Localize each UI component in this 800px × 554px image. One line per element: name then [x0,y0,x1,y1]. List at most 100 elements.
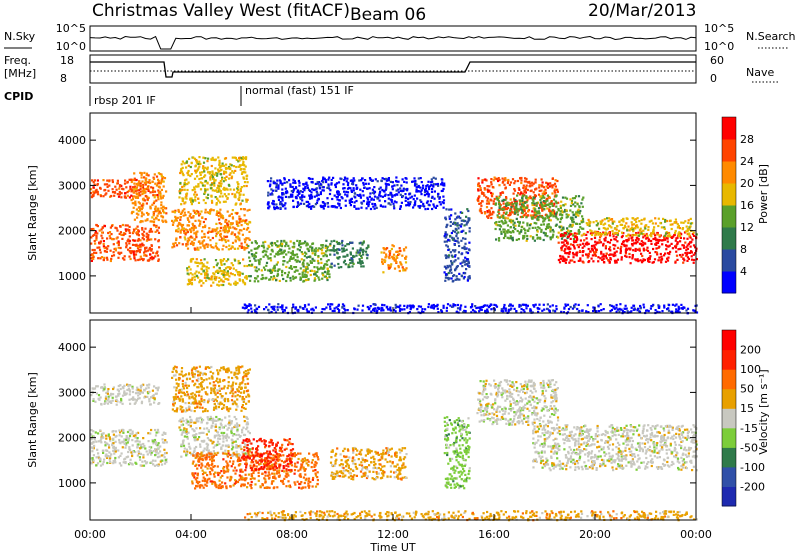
heatmap-cell [172,242,175,245]
heatmap-cell [145,211,149,215]
heatmap-cell [275,203,278,206]
heatmap-cell [671,303,674,306]
heatmap-cell [462,229,465,232]
heatmap-cell [162,185,165,188]
heatmap-cell [602,242,605,245]
heatmap-cell [441,181,444,184]
heatmap-cell [320,249,324,252]
heatmap-cell [202,263,205,266]
heatmap-cell [163,462,167,465]
heatmap-cell [186,267,189,270]
heatmap-cell [390,263,393,266]
heatmap-cell [331,309,334,313]
heatmap-cell [510,237,514,240]
heatmap-cell [568,252,571,255]
heatmap-cell [94,191,97,194]
heatmap-cell [381,303,384,306]
heatmap-cell [656,253,659,256]
heatmap-cell [111,188,114,191]
heatmap-cell [643,217,646,220]
heatmap-cell [193,247,196,250]
heatmap-cell [362,194,365,197]
heatmap-cell [342,187,345,190]
heatmap-cell [323,177,326,180]
heatmap-cell [186,182,189,186]
heatmap-cell [139,209,142,212]
heatmap-cell [690,258,694,261]
heatmap-cell [511,304,514,307]
heatmap-cell [273,207,276,211]
heatmap-cell [624,249,627,252]
heatmap-cell [191,236,194,239]
heatmap-cell [533,206,536,209]
heatmap-cell [323,308,326,311]
heatmap-cell [224,235,227,239]
heatmap-cell [381,205,384,208]
heatmap-cell [540,203,543,206]
heatmap-cell [640,240,643,243]
heatmap-cell [131,243,135,246]
heatmap-cell [202,199,205,202]
heatmap-cell [296,248,299,251]
heatmap-cell [222,238,225,241]
heatmap-cell [223,228,226,231]
heatmap-cell [185,243,188,246]
nave-tick-top: 60 [710,54,724,67]
heatmap-cell [262,241,265,244]
heatmap-cell [605,252,608,255]
heatmap-cell [359,247,362,250]
heatmap-cell [459,216,462,220]
heatmap-cell [383,251,386,254]
heatmap-cell [612,243,615,247]
heatmap-cell [272,267,275,270]
heatmap-cell [383,260,386,264]
heatmap-cell [565,259,568,262]
heatmap-cell [162,220,165,223]
heatmap-cell [477,184,480,187]
heatmap-cell [291,253,294,256]
heatmap-cell [657,224,660,228]
heatmap-cell [507,178,510,182]
heatmap-cell [515,202,518,205]
heatmap-cell [503,306,506,309]
heatmap-cell [131,202,134,205]
heatmap-cell [179,181,182,185]
y-tick-label: 2000 [58,225,86,238]
heatmap-cell [113,452,116,455]
heatmap-cell [477,189,480,192]
heatmap-cell [337,266,340,269]
heatmap-cell [595,251,598,254]
heatmap-cell [610,253,613,256]
heatmap-cell [494,227,497,231]
heatmap-cell [395,189,398,192]
heatmap-cell [347,263,350,266]
heatmap-cell [243,238,246,241]
heatmap-cell [222,172,226,175]
heatmap-cell [533,221,536,225]
heatmap-cell [316,270,319,273]
heatmap-cell [689,241,692,244]
heatmap-cell [118,193,121,196]
heatmap-cell [400,184,403,187]
heatmap-cell [559,210,562,213]
heatmap-cell [143,250,147,253]
heatmap-cell [209,244,212,247]
heatmap-cell [270,271,273,274]
heatmap-cell [330,262,333,265]
heatmap-cell [264,268,267,271]
heatmap-cell [681,244,684,247]
heatmap-cell [136,216,139,219]
heatmap-cell [309,273,312,277]
heatmap-cell [292,199,295,202]
heatmap-cell [216,172,219,175]
heatmap-cell [343,304,346,307]
heatmap-cell [302,187,305,190]
heatmap-cell [289,183,292,186]
heatmap-cell [189,230,193,234]
heatmap-cell [181,243,184,246]
heatmap-cell [268,278,271,281]
heatmap-cell [179,229,182,232]
heatmap-cell [200,236,204,239]
heatmap-cell [163,177,167,180]
heatmap-cell [285,279,288,283]
